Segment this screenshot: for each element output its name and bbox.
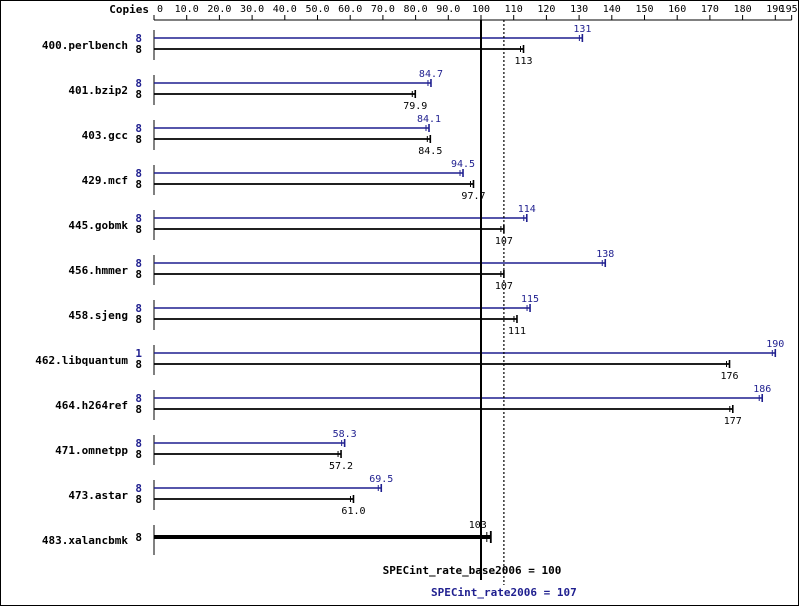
x-tick-label-12: 120 (537, 4, 555, 15)
peak-copies: 1 (135, 347, 142, 360)
x-tick-label-3: 30.0 (240, 4, 264, 15)
peak-summary-label: SPECint_rate2006 = 107 (431, 586, 577, 599)
peak-value: 131 (573, 24, 591, 35)
peak-copies: 8 (135, 302, 142, 315)
base-value: 176 (720, 371, 738, 382)
x-tick-label-9: 90.0 (436, 4, 460, 15)
base-copies: 8 (135, 403, 142, 416)
x-tick-label-20: 195 (780, 4, 798, 15)
base-value: 61.0 (341, 506, 365, 517)
x-tick-label-2: 20.0 (207, 4, 231, 15)
peak-copies: 8 (135, 77, 142, 90)
x-tick-label-19: 190 (766, 4, 784, 15)
base-copies: 8 (135, 133, 142, 146)
peak-value: 115 (521, 294, 539, 305)
peak-value: 114 (518, 204, 536, 215)
benchmark-label: 429.mcf (82, 174, 128, 187)
x-tick-label-11: 110 (505, 4, 523, 15)
base-value: 97.7 (461, 191, 485, 202)
base-copies: 8 (135, 448, 142, 461)
benchmark-label: 445.gobmk (68, 219, 128, 232)
peak-copies: 8 (135, 392, 142, 405)
x-tick-label-4: 40.0 (273, 4, 297, 15)
base-value: 79.9 (403, 101, 427, 112)
benchmark-label: 400.perlbench (42, 39, 128, 52)
benchmark-label: 462.libquantum (35, 354, 128, 367)
peak-value: 58.3 (333, 429, 357, 440)
base-value: 57.2 (329, 461, 353, 472)
peak-value: 84.1 (417, 114, 441, 125)
peak-value: 94.5 (451, 159, 475, 170)
x-tick-label-17: 170 (701, 4, 719, 15)
base-copies: 8 (135, 178, 142, 191)
x-tick-label-7: 70.0 (371, 4, 395, 15)
peak-copies: 8 (135, 212, 142, 225)
base-copies: 8 (135, 313, 142, 326)
benchmark-label: 456.hmmer (68, 264, 128, 277)
x-tick-label-0: 0 (157, 4, 163, 15)
benchmark-label: 401.bzip2 (68, 84, 128, 97)
benchmark-label: 458.sjeng (68, 309, 128, 322)
benchmark-label: 403.gcc (82, 129, 128, 142)
base-summary-label: SPECint_rate_base2006 = 100 (383, 564, 562, 577)
x-tick-label-5: 50.0 (305, 4, 329, 15)
peak-value: 138 (596, 249, 614, 260)
base-copies: 8 (135, 531, 142, 544)
benchmark-label: 471.omnetpp (55, 444, 128, 457)
peak-copies: 8 (135, 167, 142, 180)
base-copies: 8 (135, 43, 142, 56)
x-tick-label-18: 180 (734, 4, 752, 15)
benchmark-label: 464.h264ref (55, 399, 128, 412)
x-tick-label-15: 150 (635, 4, 653, 15)
x-tick-label-10: 100 (472, 4, 490, 15)
x-tick-label-13: 130 (570, 4, 588, 15)
base-value: 103 (469, 520, 487, 531)
peak-value: 190 (766, 339, 784, 350)
base-copies: 8 (135, 268, 142, 281)
peak-copies: 8 (135, 122, 142, 135)
peak-value: 84.7 (419, 69, 443, 80)
base-copies: 8 (135, 223, 142, 236)
x-tick-label-6: 60.0 (338, 4, 362, 15)
base-value: 111 (508, 326, 526, 337)
peak-copies: 8 (135, 257, 142, 270)
benchmark-label: 483.xalancbmk (42, 534, 128, 547)
x-tick-label-8: 80.0 (404, 4, 428, 15)
copies-header: Copies (109, 3, 149, 16)
peak-copies: 8 (135, 32, 142, 45)
base-copies: 8 (135, 493, 142, 506)
base-value: 113 (514, 56, 532, 67)
x-tick-label-16: 160 (668, 4, 686, 15)
peak-copies: 8 (135, 482, 142, 495)
base-value: 177 (724, 416, 742, 427)
peak-copies: 8 (135, 437, 142, 450)
peak-value: 186 (753, 384, 771, 395)
base-value: 107 (495, 281, 513, 292)
x-tick-label-14: 140 (603, 4, 621, 15)
benchmark-label: 473.astar (68, 489, 128, 502)
base-copies: 8 (135, 88, 142, 101)
base-copies: 8 (135, 358, 142, 371)
x-tick-label-1: 10.0 (175, 4, 199, 15)
base-value: 84.5 (418, 146, 442, 157)
peak-value: 69.5 (369, 474, 393, 485)
